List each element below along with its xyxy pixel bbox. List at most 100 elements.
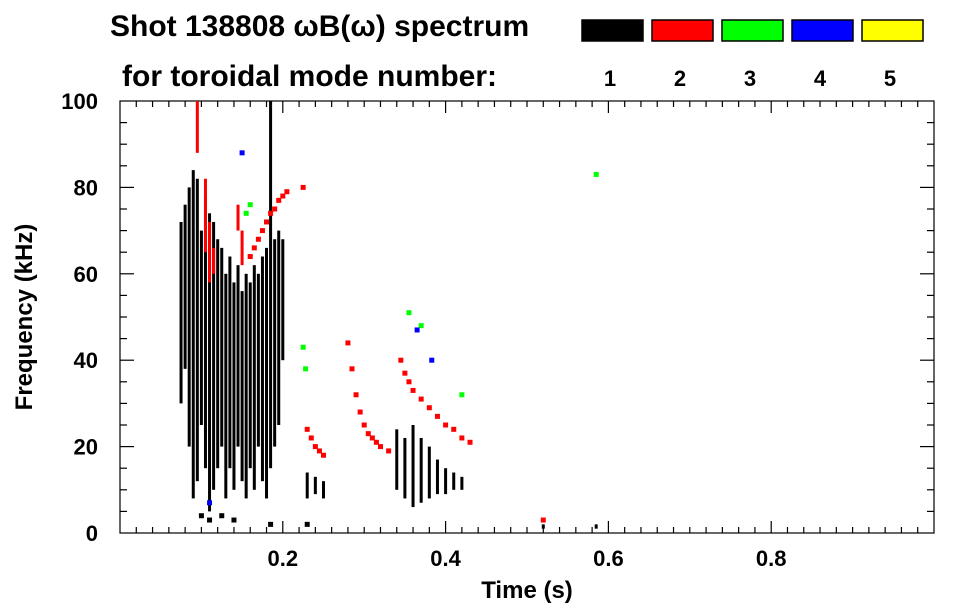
spectral-band bbox=[220, 247, 224, 447]
spectral-band bbox=[277, 230, 281, 425]
spectral-point bbox=[410, 387, 416, 393]
series-n=2 bbox=[195, 101, 546, 523]
legend-swatch-mode-2 bbox=[651, 19, 714, 42]
spectral-band bbox=[203, 196, 207, 469]
spectral-point bbox=[231, 517, 237, 523]
y-tick-label: 20 bbox=[74, 435, 98, 460]
spectral-point bbox=[251, 245, 257, 251]
legend-label-mode-5: 5 bbox=[884, 66, 896, 91]
x-tick-label: 0.8 bbox=[756, 546, 787, 571]
spectral-point bbox=[276, 197, 282, 203]
spectral-band bbox=[179, 221, 183, 404]
spectral-point bbox=[434, 413, 440, 419]
spectral-band bbox=[212, 247, 216, 274]
series-n=4 bbox=[207, 150, 435, 506]
spectral-point bbox=[365, 431, 371, 437]
series-n=1 bbox=[179, 101, 598, 529]
spectral-point bbox=[414, 327, 420, 333]
x-tick-label: 0.6 bbox=[593, 546, 624, 571]
chart-title-line2: for toroidal mode number: bbox=[122, 60, 497, 93]
spectral-point bbox=[247, 254, 253, 260]
spectral-point bbox=[443, 422, 449, 428]
legend-swatch-mode-3 bbox=[721, 19, 784, 42]
spectral-point bbox=[303, 366, 309, 372]
spectral-band bbox=[452, 472, 456, 490]
data-marks bbox=[179, 101, 599, 529]
spectral-point bbox=[243, 210, 249, 216]
spectral-point bbox=[349, 366, 355, 372]
spectral-band bbox=[403, 437, 407, 499]
legend-label-mode-2: 2 bbox=[674, 66, 686, 91]
y-tick-label: 80 bbox=[74, 175, 98, 200]
spectral-point bbox=[284, 189, 290, 195]
spectral-point bbox=[406, 310, 412, 316]
spectral-point bbox=[264, 219, 270, 225]
spectral-band bbox=[203, 178, 207, 253]
spectral-band bbox=[236, 265, 240, 447]
spectral-band bbox=[187, 187, 191, 447]
spectral-point bbox=[300, 344, 306, 350]
spectral-point bbox=[540, 517, 546, 523]
spectral-point bbox=[418, 396, 424, 402]
spectral-point bbox=[280, 193, 286, 199]
spectral-band bbox=[232, 282, 236, 490]
legend-swatch-mode-5 bbox=[861, 19, 924, 42]
spectral-point bbox=[198, 513, 204, 519]
spectral-band bbox=[435, 459, 439, 495]
spectral-band bbox=[216, 239, 220, 469]
spectral-band bbox=[281, 239, 285, 361]
spectral-band bbox=[594, 524, 598, 529]
spectral-band bbox=[240, 230, 244, 266]
spectral-band bbox=[208, 213, 212, 512]
spectral-point bbox=[593, 171, 599, 177]
spectral-point bbox=[312, 444, 318, 450]
spectral-point bbox=[345, 340, 351, 346]
spectral-point bbox=[308, 435, 314, 441]
legend: 1 2 3 4 5 bbox=[581, 19, 924, 91]
spectral-point bbox=[255, 236, 261, 242]
x-axis-label: Time (s) bbox=[481, 577, 573, 604]
legend-label-mode-4: 4 bbox=[814, 66, 827, 91]
spectral-point bbox=[459, 392, 465, 398]
spectral-band bbox=[244, 273, 248, 499]
spectral-band bbox=[260, 256, 264, 482]
spectral-point bbox=[386, 448, 392, 454]
legend-swatch-mode-4 bbox=[791, 19, 854, 42]
spectral-point bbox=[219, 513, 225, 519]
spectral-point bbox=[321, 452, 326, 458]
spectral-band bbox=[313, 476, 317, 495]
spectral-band bbox=[256, 273, 260, 447]
spectral-band bbox=[240, 291, 244, 482]
y-axis-label: Frequency (kHz) bbox=[11, 224, 38, 411]
spectral-band bbox=[183, 204, 187, 369]
spectral-band bbox=[541, 524, 545, 529]
spectral-band bbox=[191, 170, 195, 499]
spectral-point bbox=[247, 202, 253, 208]
spectral-band bbox=[236, 204, 240, 231]
spectral-point bbox=[272, 206, 278, 212]
spectral-point bbox=[300, 184, 306, 190]
spectral-point bbox=[429, 357, 435, 363]
spectral-point bbox=[373, 439, 379, 445]
spectral-point bbox=[426, 405, 432, 411]
spectral-point bbox=[207, 500, 213, 506]
spectral-band bbox=[444, 468, 448, 495]
spectral-point bbox=[268, 521, 274, 527]
spectral-point bbox=[402, 370, 408, 376]
spectral-point bbox=[451, 426, 457, 432]
spectral-band bbox=[252, 265, 256, 490]
spectral-band bbox=[248, 282, 252, 469]
spectral-point bbox=[377, 444, 383, 450]
y-tick-label: 60 bbox=[74, 262, 98, 287]
chart-title-line1: Shot 138808 ωB(ω) spectrum bbox=[110, 10, 529, 43]
spectral-band bbox=[460, 476, 464, 490]
x-tick-label: 0.4 bbox=[430, 546, 461, 571]
spectral-point bbox=[467, 439, 473, 445]
spectral-band bbox=[411, 425, 415, 508]
spectral-band bbox=[269, 101, 273, 469]
legend-label-mode-1: 1 bbox=[604, 66, 616, 91]
spectral-point bbox=[418, 323, 424, 329]
spectral-point bbox=[357, 409, 363, 415]
spectral-point bbox=[398, 357, 404, 363]
spectral-band bbox=[212, 221, 216, 490]
